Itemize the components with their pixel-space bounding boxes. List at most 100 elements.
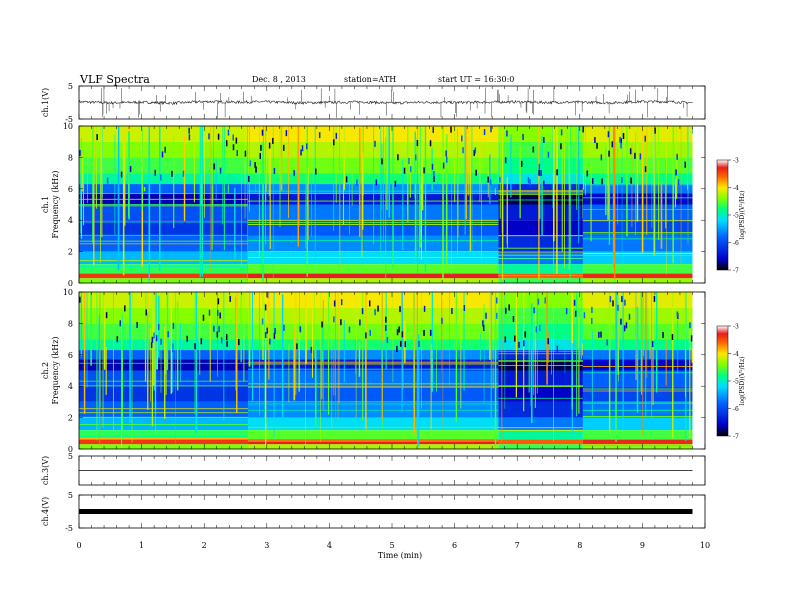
spectrogram-speckle (533, 307, 535, 314)
spectrogram-speckle (208, 133, 210, 140)
spectrogram-speckle (285, 130, 288, 137)
spectrogram-speckle (446, 156, 448, 163)
spectrogram-speckle (496, 297, 498, 304)
spectrogram-speckle (538, 169, 540, 176)
spectrogram-speckle (684, 161, 686, 168)
spectrogram-speckle (333, 139, 335, 146)
start-time-label: start UT = 16:30:0 (438, 75, 514, 84)
spectrogram-speckle (293, 170, 295, 177)
spectrogram-band (79, 141, 249, 158)
y-axis-label: ch.1(V) (41, 88, 50, 117)
spectrogram-speckle (629, 148, 632, 155)
spectrogram-band (498, 264, 583, 274)
spectrogram-speckle (538, 163, 541, 170)
spectrogram-speckle (381, 158, 383, 165)
spectrogram-band (79, 273, 249, 279)
spectrogram-speckle (644, 166, 647, 173)
y-axis-label: ch.3(V) (41, 456, 50, 485)
spectrogram-speckle (596, 142, 598, 149)
spectrogram-speckle (608, 150, 610, 157)
spectrogram-speckle (218, 326, 220, 333)
spectrogram-speckle (445, 150, 447, 157)
spectrogram-speckle (232, 144, 235, 151)
y-tick-label: -5 (65, 524, 73, 533)
spectrogram-band (498, 173, 583, 185)
spectrogram-band (248, 273, 499, 279)
spectrogram-speckle (523, 340, 525, 347)
y-axis-label: Frequency (kHz) (51, 170, 60, 238)
spectrogram-speckle (359, 319, 361, 326)
spectrogram-speckle (543, 180, 545, 187)
spectrogram-band (248, 193, 499, 205)
spectrogram-speckle (333, 316, 335, 323)
spectrogram-speckle (266, 327, 268, 334)
spectrogram-speckle (408, 157, 410, 164)
y-axis-label: ch.1 (41, 196, 50, 213)
spectrogram-speckle (219, 167, 222, 174)
spectrogram-band (498, 350, 583, 360)
y-tick-label: -5 (65, 115, 73, 124)
colorbar-tick-label: -5 (733, 379, 739, 386)
spectrogram-speckle (283, 324, 285, 331)
spectrogram-band (248, 401, 499, 418)
spectrogram-band (498, 251, 583, 265)
colorbar-tick-label: -6 (733, 406, 739, 413)
spectrogram-band (582, 251, 693, 265)
spectrogram-speckle (172, 322, 175, 329)
spectrogram-speckle (653, 295, 656, 302)
spectrogram-speckle (219, 312, 221, 319)
spectrogram-band (248, 184, 499, 194)
spectrogram-speckle (619, 136, 621, 143)
spectrogram-speckle (630, 177, 632, 184)
spectrogram-speckle (450, 126, 452, 133)
spectrogram-band (79, 386, 249, 402)
spectrogram-band (582, 292, 693, 308)
spectrogram-speckle (274, 328, 276, 335)
spectrogram-speckle (532, 146, 535, 153)
spectrogram-band (498, 278, 583, 283)
spectrogram-speckle (202, 314, 205, 321)
spectrogram-band (248, 444, 499, 449)
spectrogram-speckle (266, 292, 269, 299)
spectrogram-speckle (483, 129, 486, 136)
spectrogram-band (248, 417, 499, 431)
spectrogram-band (498, 184, 583, 194)
spectrogram-speckle (482, 320, 484, 327)
spectrogram-speckle (574, 310, 577, 317)
x-tick-label: 5 (389, 541, 394, 550)
spectrogram-band (248, 235, 499, 252)
spectrogram-band (248, 350, 499, 360)
y-tick-label: 2 (68, 248, 73, 257)
spectrogram-speckle (79, 296, 81, 303)
spectrogram-band (79, 339, 249, 351)
spectrogram-speckle (296, 343, 298, 350)
y-tick-label: 6 (68, 351, 73, 360)
spectrogram-speckle (105, 312, 108, 319)
ch1-waveform-panel: 5 -5 ch.1(V) (41, 82, 706, 124)
spectrogram-speckle (397, 154, 399, 161)
spectrogram-speckle (628, 313, 631, 320)
spectrogram-speckle (418, 340, 420, 347)
spectrogram-speckle (609, 296, 612, 303)
spectrogram-speckle (273, 167, 276, 174)
x-tick-label: 7 (515, 541, 520, 550)
spectrogram-speckle (586, 170, 589, 177)
spectrogram-speckle (255, 166, 257, 173)
spectrogram-speckle (625, 322, 628, 329)
y-tick-label: 5 (68, 491, 73, 500)
spectrogram-speckle (268, 142, 271, 149)
spectrogram-speckle (518, 341, 520, 348)
spectrogram-speckle (620, 318, 622, 325)
spectrogram-band (498, 359, 583, 371)
spectrogram-speckle (396, 345, 398, 352)
spectrogram-speckle (582, 126, 584, 133)
x-tick-label: 0 (76, 541, 81, 550)
spectrogram-band (248, 157, 499, 174)
spectrogram-speckle (540, 170, 542, 177)
spectrogram-speckle (600, 331, 602, 338)
spectrogram-speckle (171, 170, 173, 177)
no-data-area (693, 292, 705, 449)
spectrogram-speckle (374, 309, 376, 316)
spectrogram-speckle (524, 331, 526, 338)
